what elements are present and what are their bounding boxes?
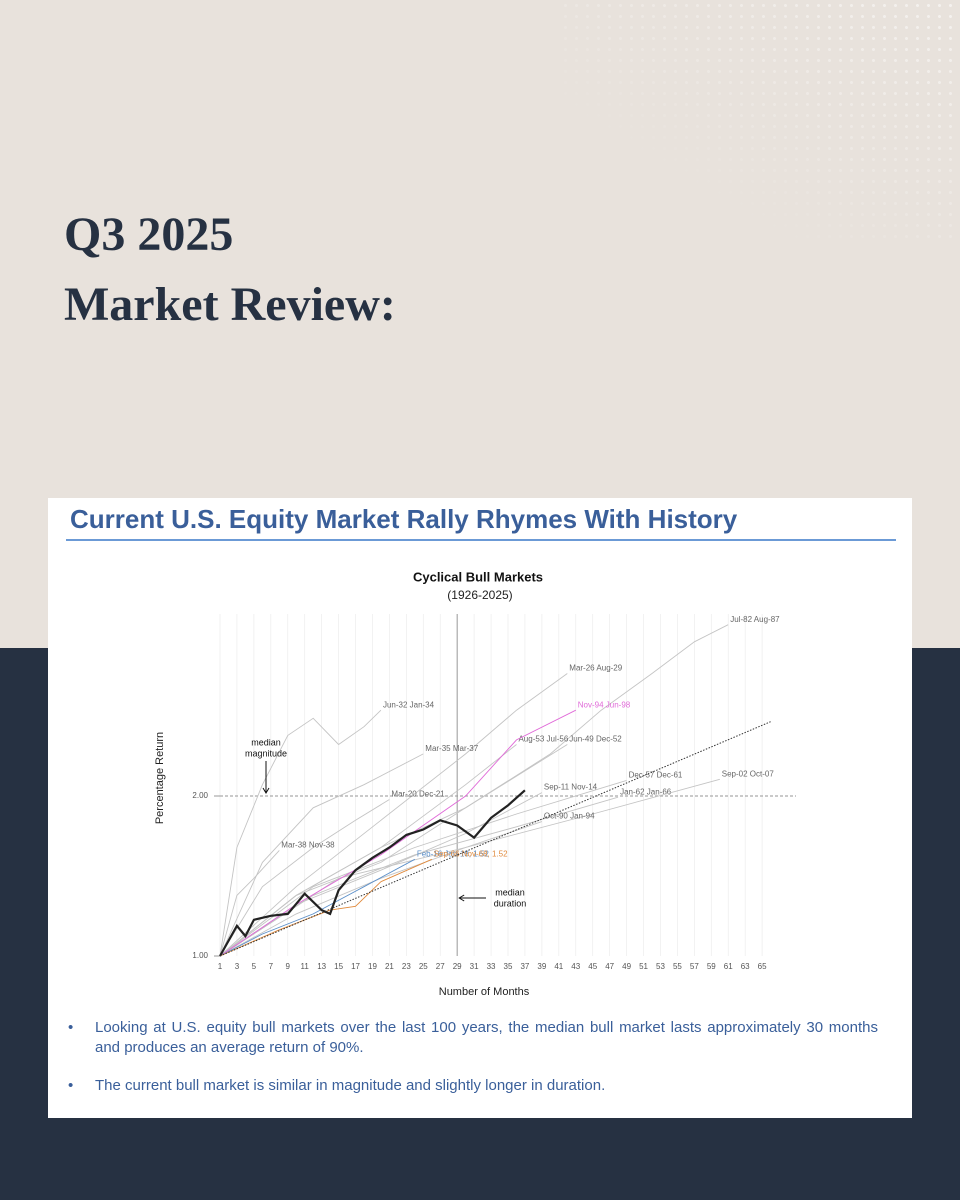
headline-line: Market Review: — [64, 278, 396, 331]
series-line — [219, 858, 416, 957]
x-tick-label: 15 — [334, 962, 343, 971]
series-line — [219, 753, 424, 957]
series-line — [219, 673, 568, 957]
series-label: Dec-57 Dec-61 — [629, 770, 683, 779]
x-tick-label: 49 — [622, 962, 631, 971]
x-tick-label: 27 — [436, 962, 445, 971]
y-tick-label: 2.00 — [192, 791, 208, 800]
x-tick-label: 61 — [724, 962, 733, 971]
x-tick-label: 21 — [385, 962, 394, 971]
x-tick-label: 33 — [487, 962, 496, 971]
annotation: median — [495, 887, 525, 897]
x-tick-label: 41 — [554, 962, 563, 971]
series-label: Mar-26 Aug-29 — [569, 664, 622, 673]
chart-title: Cyclical Bull Markets — [413, 569, 543, 584]
x-tick-label: 25 — [419, 962, 428, 971]
card: Current U.S. Equity Market Rally Rhymes … — [48, 498, 912, 1118]
series-label: Nov-94 Jun-98 — [578, 700, 631, 709]
series-label: Mar-38 Nov-38 — [281, 841, 335, 850]
series-label: Aug-53 Jul-56 — [518, 735, 568, 744]
x-tick-label: 9 — [286, 962, 291, 971]
series-line — [219, 858, 432, 957]
x-tick-label: 7 — [269, 962, 274, 971]
series-label: Sep-11 Nov-14 — [544, 783, 598, 792]
bullet: The current bull market is similar in ma… — [68, 1076, 878, 1096]
series-line — [219, 789, 526, 957]
series-line — [219, 821, 543, 957]
series-label: Sep-66 Nov-68, 1.52 — [434, 849, 508, 858]
chart-subtitle: (1926-2025) — [447, 588, 512, 602]
y-tick-label: 1.00 — [192, 951, 208, 960]
x-tick-label: 37 — [520, 962, 529, 971]
y-axis-label: Percentage Return — [154, 732, 166, 824]
series-label: Jun-32 Jan-34 — [383, 700, 435, 709]
series-line — [219, 799, 390, 957]
headline: Q3 2025 Market Review: — [64, 200, 396, 340]
x-tick-label: 53 — [656, 962, 665, 971]
series-label: Sep-02 Oct-07 — [722, 769, 775, 778]
x-tick-label: 55 — [673, 962, 682, 971]
x-tick-label: 39 — [537, 962, 546, 971]
x-tick-label: 13 — [317, 962, 326, 971]
x-tick-label: 43 — [571, 962, 580, 971]
series-label: Jun-49 Dec-52 — [569, 735, 622, 744]
series-label: Jan-62 Jan-66 — [620, 787, 672, 796]
series-line — [219, 709, 382, 957]
x-axis-label: Number of Months — [439, 986, 530, 998]
x-tick-label: 59 — [707, 962, 716, 971]
card-title: Current U.S. Equity Market Rally Rhymes … — [70, 504, 738, 534]
headline-line: Q3 2025 — [64, 208, 234, 261]
x-tick-label: 65 — [758, 962, 767, 971]
x-tick-label: 29 — [453, 962, 462, 971]
series-label: Feb-16 Jan-18, 1.52 — [417, 849, 490, 858]
x-tick-label: 23 — [402, 962, 411, 971]
series-label: Mar-35 Mar-37 — [425, 744, 478, 753]
series-line — [219, 779, 627, 957]
series-line — [219, 709, 577, 957]
series-line — [219, 778, 720, 957]
annotation: magnitude — [245, 748, 287, 758]
bullet-list: Looking at U.S. equity bull markets over… — [68, 1018, 878, 1114]
x-tick-label: 35 — [504, 962, 513, 971]
x-tick-label: 11 — [301, 962, 310, 971]
title-rule — [66, 539, 896, 541]
annotation: duration — [494, 898, 527, 908]
trend-line — [219, 721, 771, 957]
x-tick-label: 5 — [252, 962, 257, 971]
x-tick-label: 31 — [470, 962, 479, 971]
x-tick-label: 47 — [605, 962, 614, 971]
x-tick-label: 17 — [351, 962, 360, 971]
x-tick-label: 3 — [235, 962, 240, 971]
x-tick-label: 1 — [218, 962, 223, 971]
bullet: Looking at U.S. equity bull markets over… — [68, 1018, 878, 1058]
dot-pattern — [560, 0, 960, 240]
series-line — [219, 796, 619, 957]
arrow — [458, 894, 486, 902]
series-label: Mar-20 Dec-21 — [391, 790, 445, 799]
series-line — [219, 850, 280, 957]
x-tick-label: 63 — [741, 962, 750, 971]
arrow — [262, 761, 270, 794]
x-tick-label: 51 — [639, 962, 648, 971]
series-label: Jul-82 Aug-87 — [730, 615, 780, 624]
x-tick-label: 19 — [368, 962, 377, 971]
x-tick-label: 45 — [588, 962, 597, 971]
series-label: Oct-90 Jan-94 — [544, 812, 595, 821]
annotation: median — [251, 737, 281, 747]
x-tick-label: 57 — [690, 962, 699, 971]
